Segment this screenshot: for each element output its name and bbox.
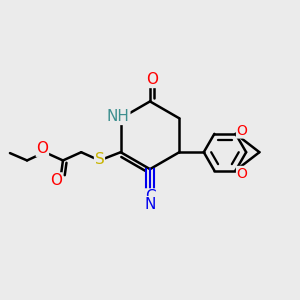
Text: O: O (237, 124, 248, 138)
Text: O: O (237, 167, 248, 181)
Text: S: S (94, 152, 104, 167)
Text: O: O (50, 173, 62, 188)
Text: O: O (36, 141, 48, 156)
Text: C: C (145, 189, 156, 204)
Text: N: N (145, 197, 156, 212)
Text: O: O (146, 72, 158, 87)
Text: NH: NH (107, 110, 130, 124)
